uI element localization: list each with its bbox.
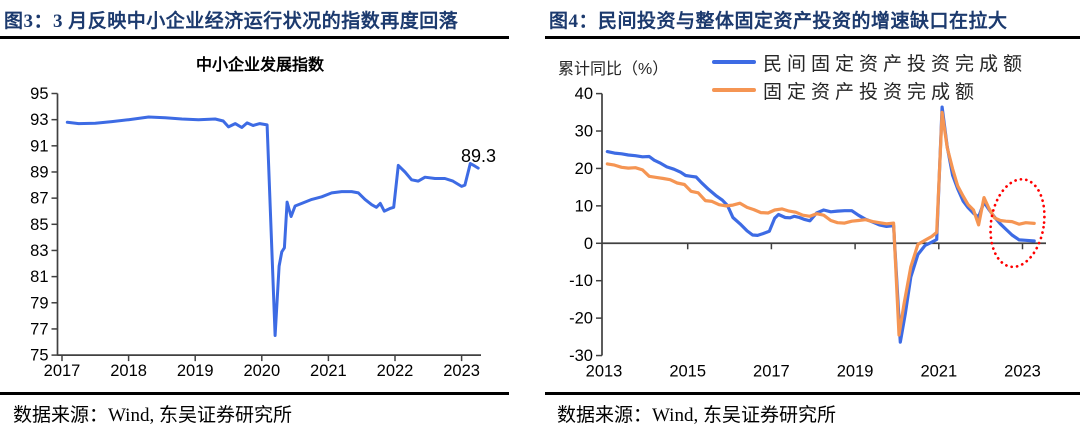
- y-tick-label: 83: [30, 242, 48, 260]
- legend-line-swatch-orange: [712, 88, 756, 92]
- x-tick-label: 2013: [586, 363, 623, 381]
- x-tick-label: 2021: [920, 363, 957, 381]
- highlight-ellipse: [989, 177, 1046, 269]
- series-line-1: [605, 110, 1036, 337]
- y-tick-label: 20: [575, 160, 593, 178]
- x-tick-label: 2021: [310, 362, 347, 380]
- y-tick-label: 95: [30, 85, 48, 103]
- figure4-footer-divider: [545, 392, 1080, 395]
- y-tick-label: 91: [30, 137, 48, 155]
- y-tick-label: 87: [30, 190, 48, 208]
- figure3-footer-divider: [0, 392, 509, 395]
- last-value-label: 89.3: [461, 146, 497, 166]
- y-tick-label: 77: [30, 320, 48, 338]
- figure3-title: 图3：3 月反映中小企业经济运行状况的指数再度回落: [4, 11, 459, 32]
- chart4-yaxis-unit-label: 累计同比（%）: [558, 61, 669, 78]
- x-tick-label: 2019: [837, 363, 874, 381]
- y-tick-label: 79: [30, 294, 48, 312]
- y-tick-label: 89: [30, 163, 48, 181]
- x-tick-label: 2020: [243, 362, 280, 380]
- legend-item-private-fai: 民间固定资产投资完成额: [712, 49, 1027, 75]
- y-tick-label: 85: [30, 216, 48, 234]
- legend-line-swatch-blue: [712, 60, 756, 64]
- y-tick-label: -10: [569, 272, 593, 290]
- x-tick-label: 2023: [443, 362, 480, 380]
- x-tick-label: 2023: [1004, 363, 1041, 381]
- y-tick-label: 30: [575, 123, 593, 141]
- x-tick-label: 2015: [669, 363, 706, 381]
- series-line-0: [605, 105, 1036, 344]
- x-tick-label: 2018: [110, 362, 147, 380]
- figure3-title-divider: [0, 36, 509, 39]
- figure3-data-source: 数据来源：Wind, 东吴证券研究所: [13, 405, 292, 426]
- x-tick-label: 2017: [44, 362, 81, 380]
- y-tick-label: 10: [575, 197, 593, 215]
- series-line-0: [65, 115, 480, 337]
- legend-label: 民间固定资产投资完成额: [763, 53, 1028, 75]
- x-tick-label: 2017: [753, 363, 790, 381]
- y-tick-label: 81: [30, 268, 48, 286]
- figure4-data-source: 数据来源：Wind, 东吴证券研究所: [557, 405, 836, 426]
- x-tick-label: 2022: [377, 362, 414, 380]
- x-tick-label: 2019: [177, 362, 214, 380]
- legend-label: 固定资产投资完成额: [763, 81, 980, 103]
- y-tick-label: 93: [30, 111, 48, 129]
- chart3-title: 中小企业发展指数: [195, 57, 324, 74]
- y-tick-label: -20: [569, 310, 593, 328]
- y-tick-label: 40: [575, 85, 593, 103]
- y-tick-label: 75: [30, 347, 48, 365]
- y-tick-label: 0: [584, 235, 593, 253]
- figure4-title-divider: [545, 36, 1080, 39]
- figure4-title: 图4：民间投资与整体固定资产投资的增速缺口在拉大: [549, 11, 1008, 32]
- y-tick-label: -30: [569, 347, 593, 365]
- legend-item-total-fai: 固定资产投资完成额: [712, 77, 979, 103]
